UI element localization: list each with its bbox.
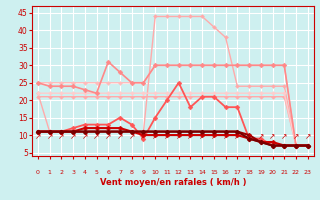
Text: ↗: ↗ (269, 132, 276, 141)
Text: ↗: ↗ (105, 132, 111, 141)
Text: ↗: ↗ (234, 132, 241, 141)
Text: ↗: ↗ (140, 132, 147, 141)
Text: ↗: ↗ (117, 132, 123, 141)
Text: ↗: ↗ (246, 132, 252, 141)
X-axis label: Vent moyen/en rafales ( km/h ): Vent moyen/en rafales ( km/h ) (100, 178, 246, 187)
Text: ↗: ↗ (58, 132, 65, 141)
Text: ↗: ↗ (164, 132, 170, 141)
Text: ↗: ↗ (152, 132, 158, 141)
Text: ↗: ↗ (199, 132, 205, 141)
Text: ↗: ↗ (281, 132, 287, 141)
Text: ↗: ↗ (175, 132, 182, 141)
Text: ↗: ↗ (222, 132, 229, 141)
Text: ↗: ↗ (82, 132, 88, 141)
Text: ↗: ↗ (93, 132, 100, 141)
Text: ↗: ↗ (46, 132, 53, 141)
Text: ↗: ↗ (258, 132, 264, 141)
Text: ↗: ↗ (70, 132, 76, 141)
Text: ↗: ↗ (129, 132, 135, 141)
Text: ↗: ↗ (187, 132, 194, 141)
Text: ↗: ↗ (35, 132, 41, 141)
Text: ↗: ↗ (211, 132, 217, 141)
Text: ↗: ↗ (293, 132, 299, 141)
Text: ↗: ↗ (305, 132, 311, 141)
